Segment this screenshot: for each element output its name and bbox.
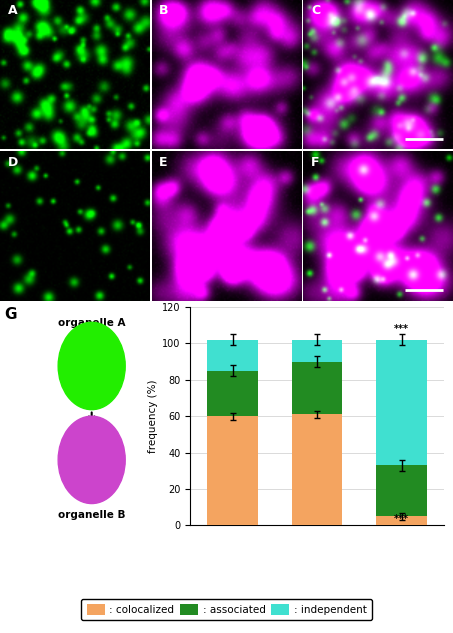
Text: E: E <box>159 156 168 169</box>
Bar <box>376 465 427 517</box>
Text: ***: *** <box>394 324 409 334</box>
Bar <box>292 340 342 361</box>
Circle shape <box>58 417 125 504</box>
Bar <box>376 340 427 465</box>
Y-axis label: frequency (%): frequency (%) <box>148 379 158 453</box>
Bar <box>292 415 342 525</box>
Text: A: A <box>8 4 17 18</box>
Text: ***: *** <box>394 513 409 523</box>
Bar <box>292 361 342 415</box>
Text: organelle A: organelle A <box>58 318 125 328</box>
Text: D: D <box>8 156 18 169</box>
Text: B: B <box>159 4 169 18</box>
Bar <box>207 340 258 371</box>
Legend: : colocalized, : associated, : independent: : colocalized, : associated, : independe… <box>82 599 371 620</box>
Circle shape <box>58 322 125 410</box>
Text: F: F <box>311 156 319 169</box>
Bar <box>376 517 427 525</box>
Text: organelle B: organelle B <box>58 510 125 520</box>
Text: C: C <box>311 4 320 18</box>
Bar <box>207 371 258 417</box>
Bar <box>207 417 258 525</box>
Text: G: G <box>5 307 17 322</box>
